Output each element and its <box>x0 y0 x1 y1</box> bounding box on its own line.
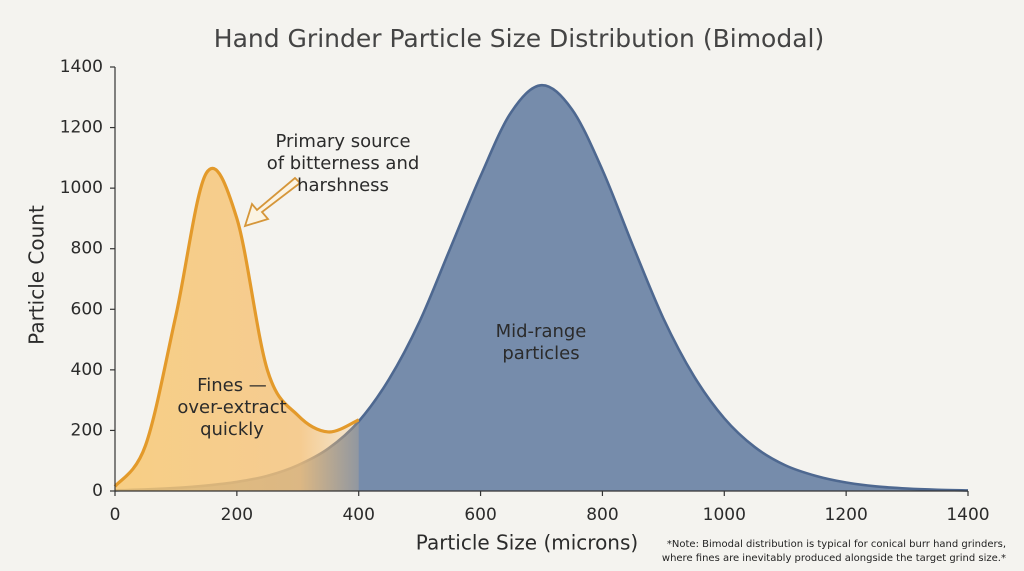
y-tick-label: 400 <box>71 360 103 380</box>
annotation: of bitterness and <box>267 153 420 174</box>
annotation: over-extract <box>177 397 286 418</box>
x-tick-label: 1200 <box>825 505 868 525</box>
series-line <box>113 166 360 488</box>
annotation: Fines — <box>197 375 267 396</box>
y-tick-label: 1200 <box>60 118 103 138</box>
annotation: quickly <box>200 419 264 440</box>
y-tick-label: 800 <box>71 239 103 259</box>
x-axis-label: Particle Size (microns) <box>416 531 638 555</box>
y-tick-label: 0 <box>92 481 103 501</box>
x-tick-label: 1400 <box>946 505 989 525</box>
chart-title: Hand Grinder Particle Size Distribution … <box>214 24 824 53</box>
y-tick-label: 600 <box>71 299 103 319</box>
footnote: *Note: Bimodal distribution is typical f… <box>667 539 1006 550</box>
x-tick-label: 400 <box>342 505 374 525</box>
x-tick-label: 0 <box>110 505 121 525</box>
annotation-arrow <box>243 176 302 228</box>
footnote: where fines are inevitably produced alon… <box>662 553 1006 564</box>
x-tick-label: 600 <box>464 505 496 525</box>
annotation: Primary source <box>275 131 410 152</box>
annotation: particles <box>502 343 579 364</box>
plot-area <box>113 83 969 492</box>
y-tick-label: 1000 <box>60 178 103 198</box>
area-fill <box>115 85 968 492</box>
annotation: harshness <box>297 175 389 196</box>
area-fill <box>115 168 359 491</box>
y-axis-label: Particle Count <box>25 205 49 345</box>
x-tick-label: 200 <box>221 505 253 525</box>
annotation: Mid-range <box>496 321 587 342</box>
x-tick-label: 800 <box>586 505 618 525</box>
y-tick-label: 200 <box>71 420 103 440</box>
y-tick-label: 1400 <box>60 57 103 77</box>
x-tick-label: 1000 <box>703 505 746 525</box>
